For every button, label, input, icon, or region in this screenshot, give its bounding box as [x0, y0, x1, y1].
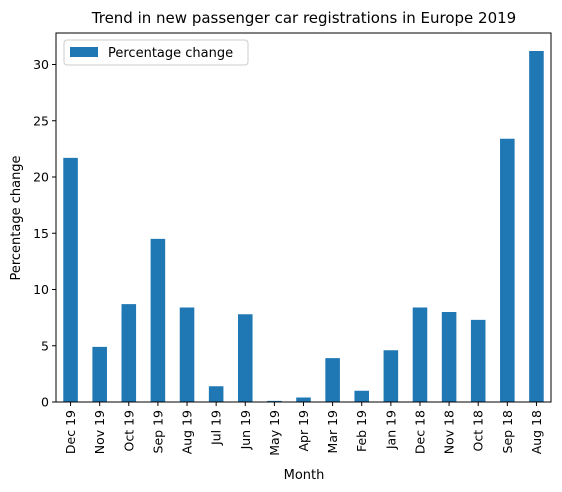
bar: [383, 350, 399, 402]
legend-swatch: [70, 47, 98, 57]
bar: [63, 157, 78, 402]
bar: [267, 400, 282, 402]
x-tick-label: Jan 19: [383, 410, 398, 450]
y-tick-label: 20: [33, 170, 49, 185]
bar: [529, 51, 544, 402]
bar: [354, 390, 370, 402]
bar: [150, 238, 166, 402]
x-tick-label: Oct 19: [121, 410, 136, 452]
bar: [208, 386, 224, 402]
x-tick-label: Dec 18: [412, 410, 427, 454]
x-axis-title: Month: [284, 468, 325, 483]
bar: [500, 138, 515, 402]
y-tick-label: 5: [41, 338, 49, 353]
y-tick-label: 10: [33, 282, 49, 297]
x-tick-label: Feb 19: [354, 410, 369, 452]
x-tick-label: Nov 19: [92, 410, 107, 454]
bar: [325, 358, 340, 402]
x-tick-label: Dec 19: [63, 410, 78, 454]
x-tick-label: Oct 18: [471, 410, 486, 452]
x-tick-label: Sep 19: [150, 410, 165, 453]
x-tick-label: Apr 19: [296, 410, 311, 452]
bar: [441, 312, 457, 402]
bar: [121, 304, 137, 402]
legend-label: Percentage change: [108, 46, 233, 61]
bar: [412, 307, 428, 402]
y-axis-title: Percentage change: [9, 155, 24, 280]
x-tick-label: Mar 19: [325, 410, 340, 454]
y-tick-label: 15: [33, 226, 49, 241]
bar: [237, 314, 253, 402]
y-tick-label: 25: [33, 113, 49, 128]
x-tick-label: Aug 19: [180, 410, 195, 454]
bar: [470, 319, 486, 402]
x-tick-label: Jul 19: [209, 410, 224, 446]
x-tick-label: Jun 19: [238, 410, 253, 450]
axes-frame: [55, 32, 552, 403]
x-tick-label: Nov 18: [442, 410, 457, 454]
bar: [296, 397, 311, 402]
y-tick-label: 30: [33, 57, 49, 72]
chart-title: Trend in new passenger car registrations…: [91, 9, 516, 27]
plot-area: 0 5 10 15 20 25 30 Dec 19 Nov 19 Oct 19 Sep 19 Aug …: [33, 32, 552, 456]
bar: [92, 346, 107, 402]
x-tick-label: Sep 18: [500, 410, 515, 453]
bar: [179, 307, 195, 402]
x-tick-label: Aug 18: [529, 410, 544, 454]
y-tick-label: 0: [41, 395, 49, 410]
legend-box: [63, 39, 249, 66]
x-tick-label: May 19: [267, 410, 282, 456]
